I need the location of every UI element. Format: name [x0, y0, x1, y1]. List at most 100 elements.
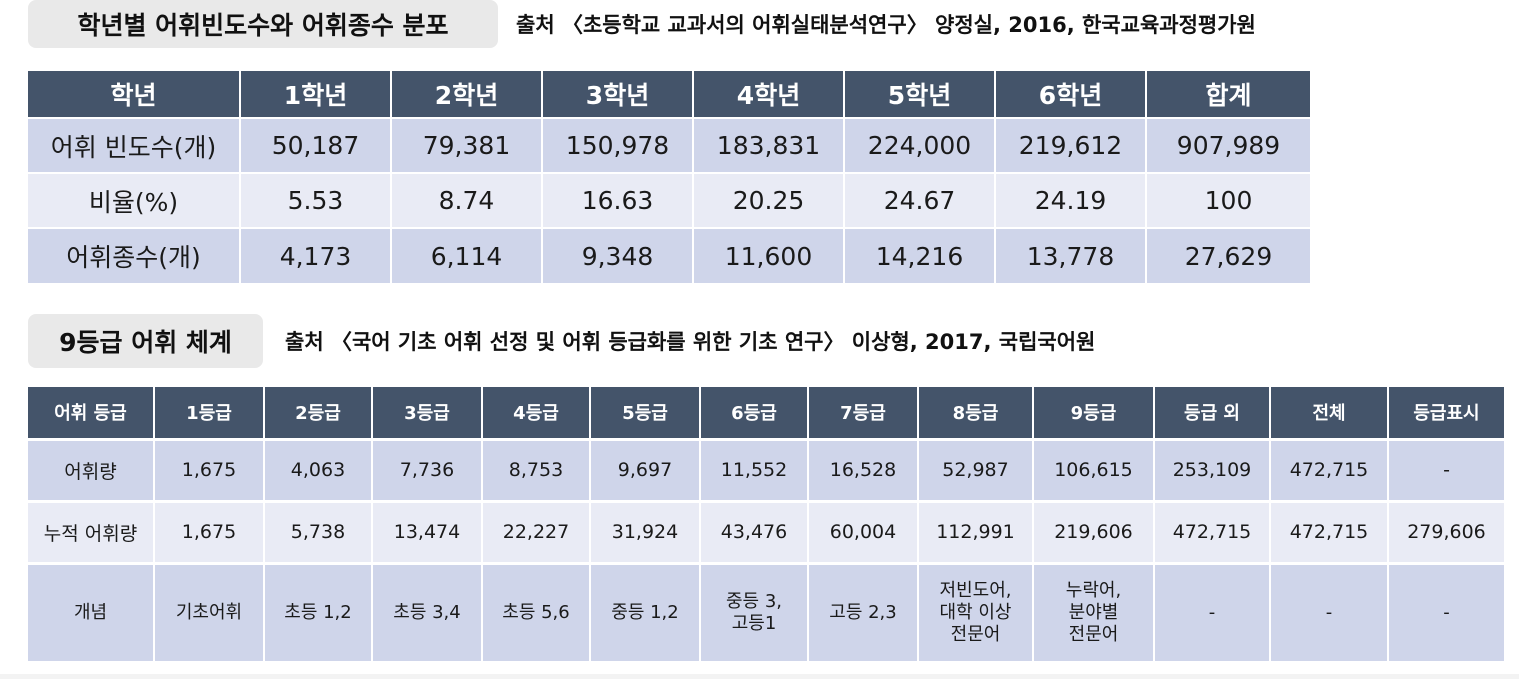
column-header: 9등급 [1033, 387, 1155, 439]
table-cell: 중등 3, 고등1 [700, 561, 809, 661]
table-cell: 16.63 [542, 172, 694, 228]
section-title: 학년별 어휘빈도수와 어휘종수 분포 [28, 0, 498, 48]
column-header: 2등급 [264, 387, 373, 439]
table-cell: 279,606 [1388, 499, 1504, 563]
row-label: 어휘량 [28, 437, 155, 501]
table-cell: 472,715 [1270, 499, 1389, 563]
table-row: 누적 어휘량 1,675 5,738 13,474 22,227 31,924 … [28, 499, 1504, 563]
column-header: 7등급 [808, 387, 919, 439]
vocabulary-grade-table: 어휘 등급 1등급 2등급 3등급 4등급 5등급 6등급 7등급 8등급 9등… [28, 387, 1504, 661]
column-header: 어휘 등급 [28, 387, 155, 439]
table-cell: 150,978 [542, 117, 694, 173]
column-header: 3학년 [542, 71, 694, 118]
table-cell: 8,753 [482, 437, 591, 501]
table-header-row: 학년 1학년 2학년 3학년 4학년 5학년 6학년 합계 [28, 71, 1310, 118]
table-cell: 31,924 [590, 499, 701, 563]
table-cell: 누락어, 분야별 전문어 [1033, 561, 1155, 661]
column-header: 4학년 [693, 71, 845, 118]
column-header: 합계 [1146, 71, 1310, 118]
grade-vocabulary-table: 학년 1학년 2학년 3학년 4학년 5학년 6학년 합계 어휘 빈도수(개) … [28, 71, 1310, 283]
table-cell: 8.74 [391, 172, 543, 228]
table-cell: 24.19 [995, 172, 1147, 228]
table-row: 어휘량 1,675 4,063 7,736 8,753 9,697 11,552… [28, 437, 1504, 501]
table-cell: 4,173 [240, 227, 392, 283]
column-header: 3등급 [372, 387, 483, 439]
table-cell: 472,715 [1270, 437, 1389, 501]
row-label: 어휘종수(개) [28, 227, 241, 283]
table-cell: 253,109 [1154, 437, 1271, 501]
column-header: 등급표시 [1388, 387, 1504, 439]
column-header: 4등급 [482, 387, 591, 439]
table-cell: 472,715 [1154, 499, 1271, 563]
column-header: 전체 [1270, 387, 1389, 439]
column-header: 2학년 [391, 71, 543, 118]
table-cell: - [1388, 437, 1504, 501]
table-cell: 907,989 [1146, 117, 1310, 173]
section-header-grade-distribution: 학년별 어휘빈도수와 어휘종수 분포 출처 〈초등학교 교과서의 어휘실태분석연… [28, 0, 1256, 48]
table-cell: 9,697 [590, 437, 701, 501]
bottom-divider [0, 674, 1519, 679]
column-header: 5등급 [590, 387, 701, 439]
table-cell: 52,987 [918, 437, 1034, 501]
table-cell: 13,474 [372, 499, 483, 563]
table-cell: 112,991 [918, 499, 1034, 563]
table-cell: 저빈도어, 대학 이상 전문어 [918, 561, 1034, 661]
column-header: 1등급 [154, 387, 265, 439]
table-cell: 219,606 [1033, 499, 1155, 563]
table-cell: 13,778 [995, 227, 1147, 283]
table-cell: 219,612 [995, 117, 1147, 173]
table-cell: 7,736 [372, 437, 483, 501]
table-cell: 4,063 [264, 437, 373, 501]
row-label: 비율(%) [28, 172, 241, 228]
table-row: 어휘 빈도수(개) 50,187 79,381 150,978 183,831 … [28, 117, 1310, 173]
table-cell: 5,738 [264, 499, 373, 563]
column-header: 학년 [28, 71, 241, 118]
row-label: 누적 어휘량 [28, 499, 155, 563]
table-cell: 100 [1146, 172, 1310, 228]
table-cell: 16,528 [808, 437, 919, 501]
column-header: 6등급 [700, 387, 809, 439]
table-cell: 초등 5,6 [482, 561, 591, 661]
table-cell: 183,831 [693, 117, 845, 173]
table-cell: 11,552 [700, 437, 809, 501]
table-header-row: 어휘 등급 1등급 2등급 3등급 4등급 5등급 6등급 7등급 8등급 9등… [28, 387, 1504, 439]
table-cell: 14,216 [844, 227, 996, 283]
table-cell: 6,114 [391, 227, 543, 283]
row-label: 개념 [28, 561, 155, 661]
table-row: 어휘종수(개) 4,173 6,114 9,348 11,600 14,216 … [28, 227, 1310, 283]
table-cell: - [1388, 561, 1504, 661]
table-cell: 9,348 [542, 227, 694, 283]
column-header: 6학년 [995, 71, 1147, 118]
table-cell: 224,000 [844, 117, 996, 173]
table-cell: 60,004 [808, 499, 919, 563]
row-label: 어휘 빈도수(개) [28, 117, 241, 173]
table-cell: 11,600 [693, 227, 845, 283]
table-row: 개념 기초어휘 초등 1,2 초등 3,4 초등 5,6 중등 1,2 중등 3… [28, 561, 1504, 661]
column-header: 8등급 [918, 387, 1034, 439]
table-cell: 27,629 [1146, 227, 1310, 283]
source-citation: 출처 〈초등학교 교과서의 어휘실태분석연구〉 양정실, 2016, 한국교육과… [516, 13, 1256, 37]
table-cell: 고등 2,3 [808, 561, 919, 661]
table-cell: - [1270, 561, 1389, 661]
table-row: 비율(%) 5.53 8.74 16.63 20.25 24.67 24.19 … [28, 172, 1310, 228]
table-cell: 106,615 [1033, 437, 1155, 501]
table-cell: 24.67 [844, 172, 996, 228]
table-cell: 초등 1,2 [264, 561, 373, 661]
table-cell: - [1154, 561, 1271, 661]
table-cell: 기초어휘 [154, 561, 265, 661]
table-cell: 22,227 [482, 499, 591, 563]
table-cell: 20.25 [693, 172, 845, 228]
table-cell: 43,476 [700, 499, 809, 563]
table-cell: 1,675 [154, 437, 265, 501]
table-cell: 초등 3,4 [372, 561, 483, 661]
table-cell: 79,381 [391, 117, 543, 173]
table-cell: 중등 1,2 [590, 561, 701, 661]
table-cell: 50,187 [240, 117, 392, 173]
table-cell: 1,675 [154, 499, 265, 563]
section-title: 9등급 어휘 체계 [28, 314, 263, 368]
column-header: 5학년 [844, 71, 996, 118]
column-header: 1학년 [240, 71, 392, 118]
column-header: 등급 외 [1154, 387, 1271, 439]
section-header-9-grade-system: 9등급 어휘 체계 출처 〈국어 기초 어휘 선정 및 어휘 등급화를 위한 기… [28, 314, 1095, 368]
table-cell: 5.53 [240, 172, 392, 228]
